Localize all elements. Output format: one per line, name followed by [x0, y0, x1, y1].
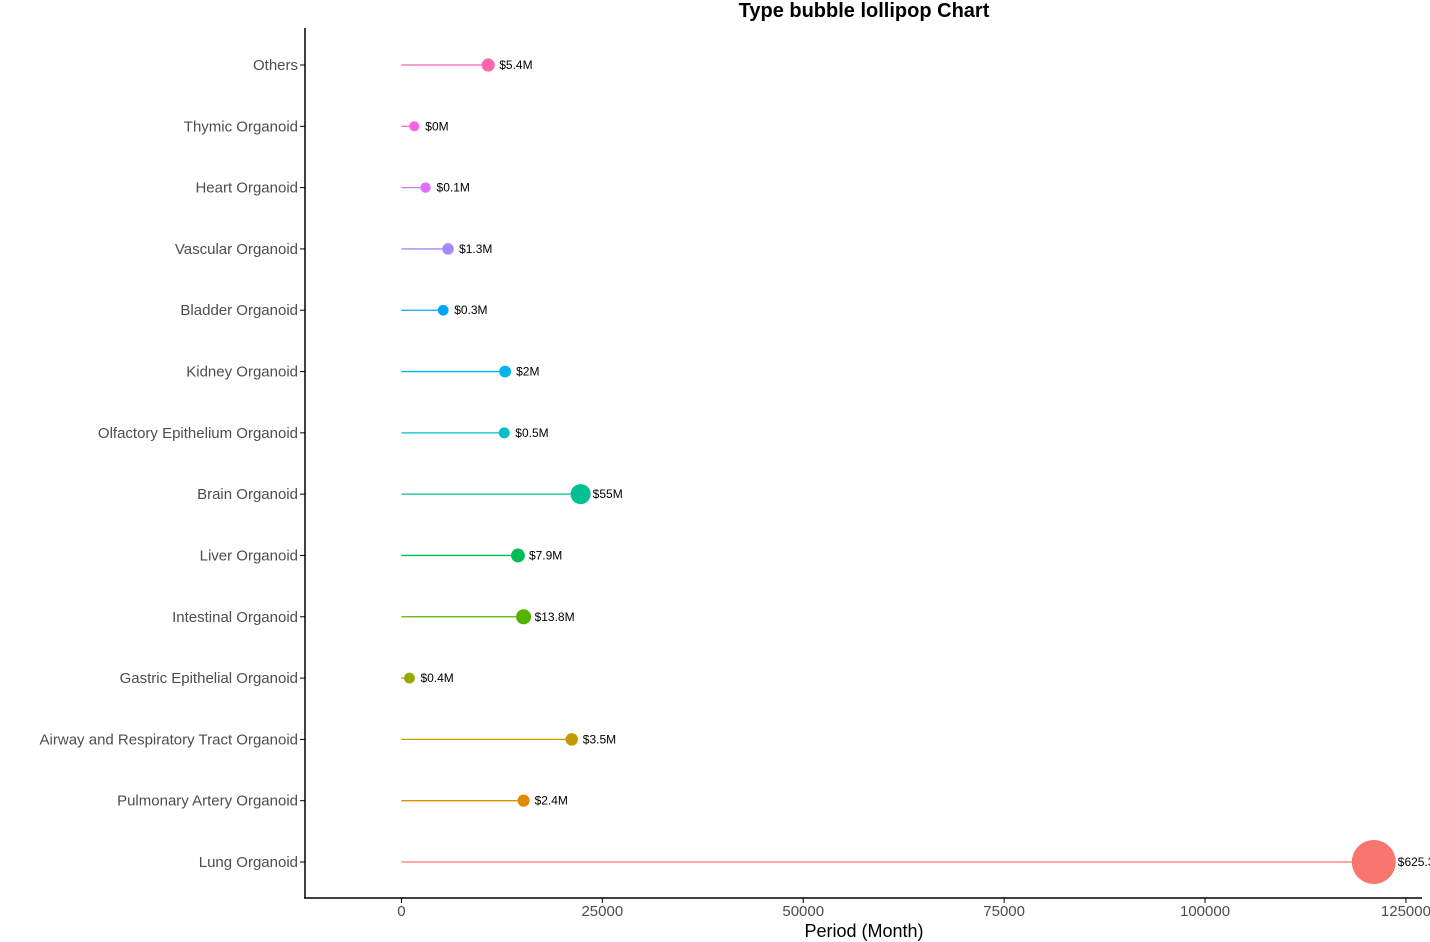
- lollipop-bubble: [511, 548, 525, 563]
- data-label: $0.5M: [515, 426, 548, 440]
- lollipop-bubble: [481, 58, 495, 72]
- lollipop-bubble: [499, 365, 512, 378]
- data-label: $2.4M: [535, 794, 568, 808]
- lollipop-bubble: [1351, 840, 1396, 884]
- lollipop-bubble: [404, 672, 415, 684]
- chart-title: Type bubble lollipop Chart: [739, 0, 990, 22]
- data-label: $2M: [516, 365, 539, 379]
- category-label: Bladder Organoid: [180, 302, 298, 319]
- data-label: $625.3M: [1398, 855, 1430, 869]
- data-label: $0.3M: [454, 303, 487, 317]
- data-label: $1.3M: [459, 242, 492, 256]
- chart-marks: $625.3M $2.4M $3.5M $0.4M $13.8M $7.9M $55M $0.…: [401, 58, 1430, 884]
- x-tick-label: 100000: [1180, 903, 1230, 920]
- data-label: $55M: [593, 487, 623, 501]
- x-axis-title: Period (Month): [804, 921, 923, 941]
- category-label: Kidney Organoid: [186, 364, 298, 381]
- lollipop-bubble: [517, 794, 530, 807]
- category-label: Pulmonary Artery Organoid: [117, 793, 298, 810]
- x-tick-label: 50000: [782, 903, 824, 920]
- data-label: $3.5M: [583, 732, 616, 746]
- x-tick-label: 0: [397, 903, 405, 920]
- category-label: Liver Organoid: [200, 547, 298, 564]
- x-tick-label: 25000: [581, 903, 623, 920]
- y-axis-labels: Lung Organoid Pulmonary Artery Organoid Ai…: [40, 57, 305, 871]
- lollipop-bubble: [565, 733, 579, 746]
- category-label: Vascular Organoid: [175, 241, 298, 258]
- data-label: $0.1M: [437, 181, 470, 195]
- data-label: $0M: [425, 119, 448, 133]
- category-label: Others: [253, 57, 298, 74]
- x-axis-ticks: 0 25000 50000 75000 100000 125000: [397, 898, 1430, 920]
- x-tick-label: 75000: [983, 903, 1025, 920]
- lollipop-bubble: [498, 427, 510, 439]
- data-label: $13.8M: [535, 610, 575, 624]
- lollipop-bubble: [570, 484, 591, 505]
- category-label: Olfactory Epithelium Organoid: [98, 425, 298, 442]
- lollipop-bubble: [437, 304, 449, 316]
- category-label: Brain Organoid: [197, 486, 298, 503]
- data-label: $5.4M: [499, 58, 532, 72]
- category-label: Intestinal Organoid: [172, 609, 298, 626]
- lollipop-bubble: [420, 182, 431, 193]
- category-label: Lung Organoid: [199, 854, 298, 871]
- category-label: Thymic Organoid: [184, 118, 298, 135]
- category-label: Airway and Respiratory Tract Organoid: [40, 731, 298, 748]
- category-label: Heart Organoid: [195, 180, 298, 197]
- lollipop-bubble: [516, 609, 532, 625]
- data-label: $7.9M: [529, 548, 562, 562]
- x-tick-label: 125000: [1381, 903, 1430, 920]
- category-label: Gastric Epithelial Organoid: [120, 670, 298, 687]
- lollipop-bubble: [442, 243, 454, 255]
- lollipop-bubble: [409, 121, 420, 132]
- data-label: $0.4M: [420, 671, 453, 685]
